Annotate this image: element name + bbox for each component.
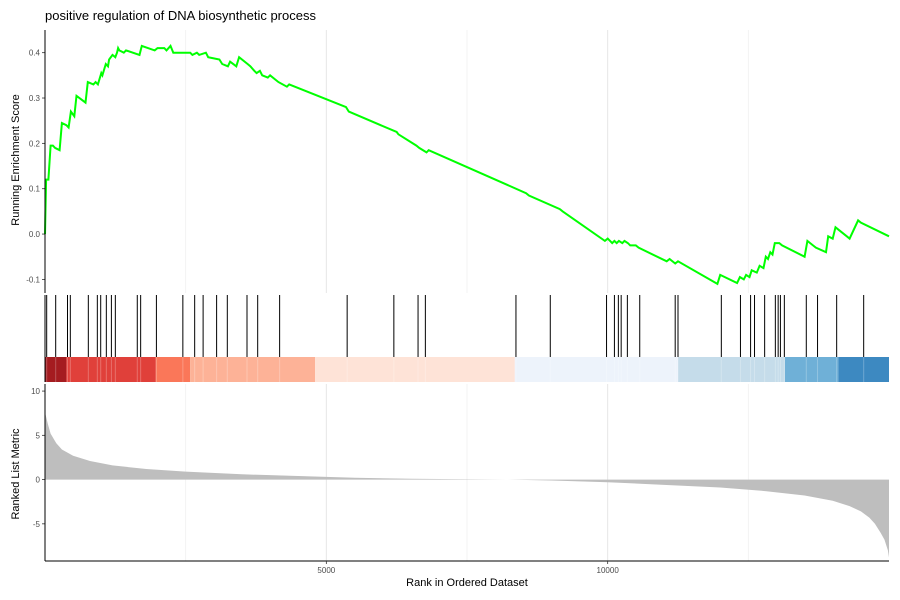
color-bar-segment bbox=[838, 357, 889, 382]
color-bar-segment bbox=[678, 357, 785, 382]
color-bar-segment bbox=[784, 357, 839, 382]
ranked-metric-panel bbox=[45, 412, 889, 558]
chart-title: positive regulation of DNA biosynthetic … bbox=[45, 8, 316, 23]
running-score-panel bbox=[44, 44, 890, 286]
y-axis-label-ranked-metric: Ranked List Metric bbox=[10, 428, 22, 520]
y-tick-label-ranked-metric: -5 bbox=[33, 520, 41, 529]
y-tick-label-running-score: 0.2 bbox=[29, 139, 41, 148]
color-bar-segment bbox=[155, 357, 191, 382]
axes: -0.1 0.0 0.1 0.2 0.3 0.4 -5 0 5 10 5000 10000 bbox=[26, 30, 889, 575]
gridlines bbox=[185, 30, 749, 561]
y-tick-label-ranked-metric: 10 bbox=[31, 387, 40, 396]
y-tick-label-running-score: 0.0 bbox=[29, 230, 41, 239]
y-tick-label-ranked-metric: 0 bbox=[36, 476, 41, 485]
x-tick-label: 5000 bbox=[317, 566, 335, 575]
y-axis-label-running-score: Running Enrichment Score bbox=[10, 94, 22, 225]
color-bar-segment bbox=[315, 357, 515, 382]
color-bar-segment bbox=[45, 357, 67, 382]
y-tick-label-running-score: 0.4 bbox=[29, 49, 41, 58]
running-score-line bbox=[44, 44, 890, 286]
color-bar bbox=[45, 357, 889, 382]
ranked-metric-area bbox=[45, 412, 889, 558]
y-tick-label-ranked-metric: 5 bbox=[36, 431, 41, 440]
color-bar-segment bbox=[514, 357, 678, 382]
x-tick-label: 10000 bbox=[597, 566, 620, 575]
color-bar-segment bbox=[190, 357, 316, 382]
color-bar-segment bbox=[66, 357, 156, 382]
y-tick-label-running-score: 0.1 bbox=[29, 185, 41, 194]
x-axis-label: Rank in Ordered Dataset bbox=[406, 577, 528, 589]
gene-hits-panel bbox=[46, 295, 865, 357]
y-tick-label-running-score: -0.1 bbox=[26, 275, 40, 284]
axis-labels: Rank in Ordered Dataset Running Enrichme… bbox=[10, 94, 528, 589]
y-tick-label-running-score: 0.3 bbox=[29, 94, 41, 103]
